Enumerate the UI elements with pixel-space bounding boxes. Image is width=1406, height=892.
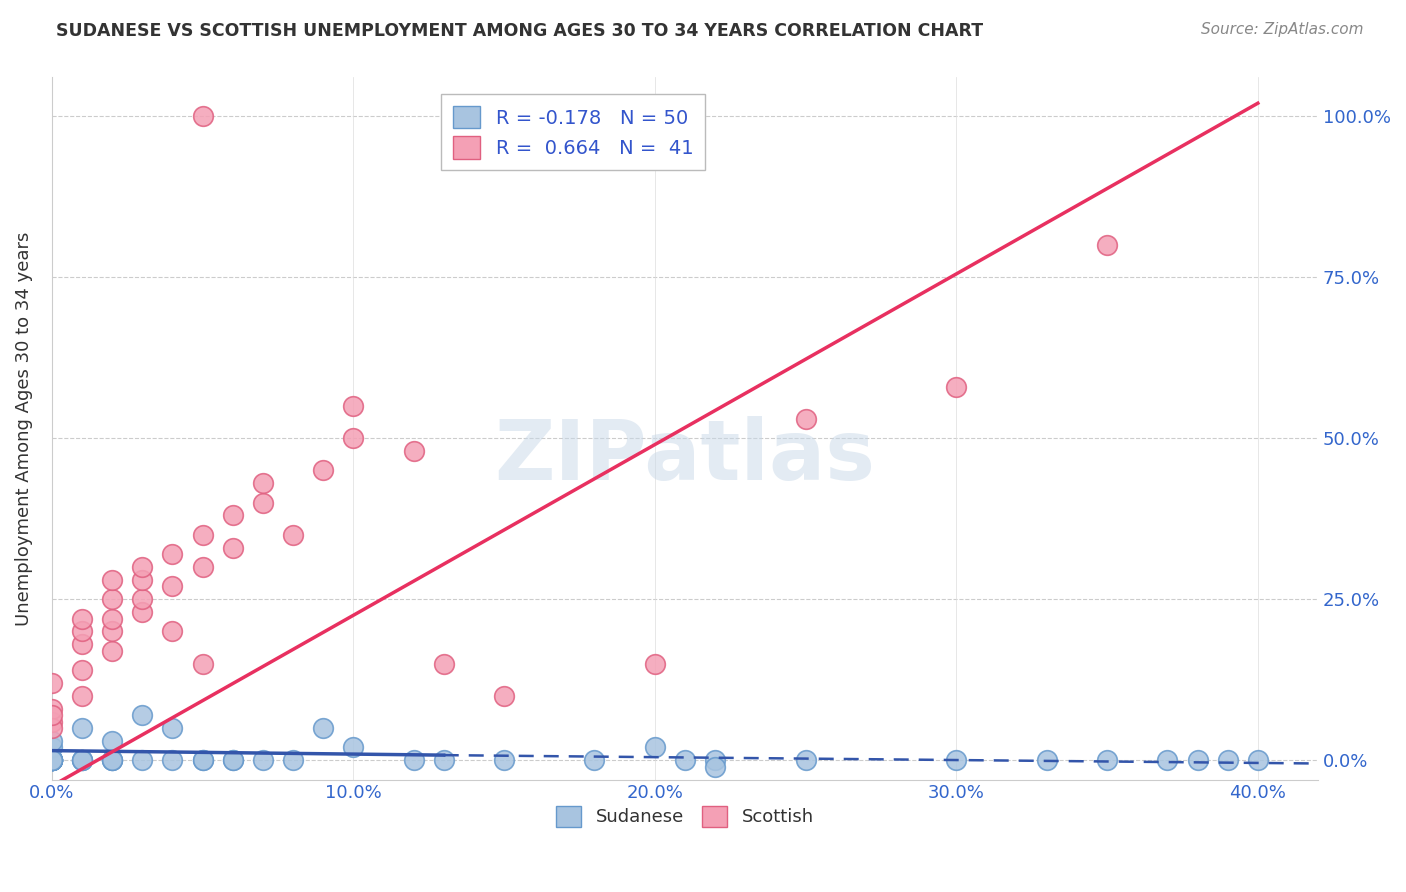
Point (41, 676, 63, 690)
Point (41, 708, 63, 723)
Point (342, 740, 364, 755)
Point (41, 753, 63, 767)
Point (70, 753, 93, 767)
Point (704, 760, 727, 774)
Point (101, 611, 124, 625)
Point (162, 624, 184, 639)
Point (644, 657, 666, 671)
Point (70, 637, 93, 651)
Point (433, 753, 456, 767)
Point (41, 753, 63, 767)
Point (41, 753, 63, 767)
Point (945, 379, 967, 393)
Point (41, 702, 63, 716)
Point (281, 753, 304, 767)
Point (131, 708, 153, 723)
Point (402, 444, 425, 458)
Y-axis label: Unemployment Among Ages 30 to 34 years: Unemployment Among Ages 30 to 34 years (15, 231, 32, 625)
Point (162, 721, 184, 735)
Point (252, 753, 274, 767)
Point (1247, 753, 1270, 767)
Point (342, 431, 364, 445)
Point (41, 740, 63, 755)
Point (41, 753, 63, 767)
Point (41, 753, 63, 767)
Text: SUDANESE VS SCOTTISH UNEMPLOYMENT AMONG AGES 30 TO 34 YEARS CORRELATION CHART: SUDANESE VS SCOTTISH UNEMPLOYMENT AMONG … (56, 22, 983, 40)
Point (131, 560, 153, 574)
Point (41, 734, 63, 748)
Point (1156, 753, 1178, 767)
Point (70, 753, 93, 767)
Point (252, 476, 274, 491)
Point (131, 573, 153, 587)
Legend: Sudanese, Scottish: Sudanese, Scottish (548, 798, 821, 834)
Point (312, 463, 335, 477)
Point (402, 753, 425, 767)
Point (101, 644, 124, 658)
Point (492, 689, 515, 703)
Point (191, 657, 214, 671)
Point (41, 753, 63, 767)
Point (131, 753, 153, 767)
Point (101, 734, 124, 748)
Point (342, 399, 364, 413)
Point (131, 605, 153, 619)
Point (1095, 753, 1118, 767)
Point (583, 753, 606, 767)
Point (41, 714, 63, 729)
Point (70, 611, 93, 625)
Point (1187, 753, 1209, 767)
Point (281, 528, 304, 542)
Point (70, 721, 93, 735)
Point (41, 753, 63, 767)
Point (433, 657, 456, 671)
Point (162, 579, 184, 593)
Point (1036, 753, 1059, 767)
Point (945, 753, 967, 767)
Point (101, 624, 124, 639)
Text: Source: ZipAtlas.com: Source: ZipAtlas.com (1201, 22, 1364, 37)
Point (101, 753, 124, 767)
Text: ZIPatlas: ZIPatlas (495, 416, 876, 497)
Point (191, 528, 214, 542)
Point (221, 508, 243, 523)
Point (41, 753, 63, 767)
Point (644, 740, 666, 755)
Point (312, 721, 335, 735)
Point (41, 753, 63, 767)
Point (191, 109, 214, 123)
Point (673, 753, 696, 767)
Point (1095, 238, 1118, 252)
Point (794, 412, 817, 426)
Point (41, 753, 63, 767)
Point (221, 541, 243, 555)
Point (221, 753, 243, 767)
Point (704, 753, 727, 767)
Point (492, 753, 515, 767)
Point (70, 663, 93, 677)
Point (41, 753, 63, 767)
Point (101, 573, 124, 587)
Point (70, 624, 93, 639)
Point (191, 753, 214, 767)
Point (41, 721, 63, 735)
Point (191, 753, 214, 767)
Point (101, 753, 124, 767)
Point (794, 753, 817, 767)
Point (41, 753, 63, 767)
Point (221, 753, 243, 767)
Point (70, 753, 93, 767)
Point (252, 495, 274, 509)
Point (162, 753, 184, 767)
Point (1216, 753, 1239, 767)
Point (162, 547, 184, 561)
Point (101, 592, 124, 607)
Point (131, 592, 153, 607)
Point (70, 689, 93, 703)
Point (101, 753, 124, 767)
Point (191, 560, 214, 574)
